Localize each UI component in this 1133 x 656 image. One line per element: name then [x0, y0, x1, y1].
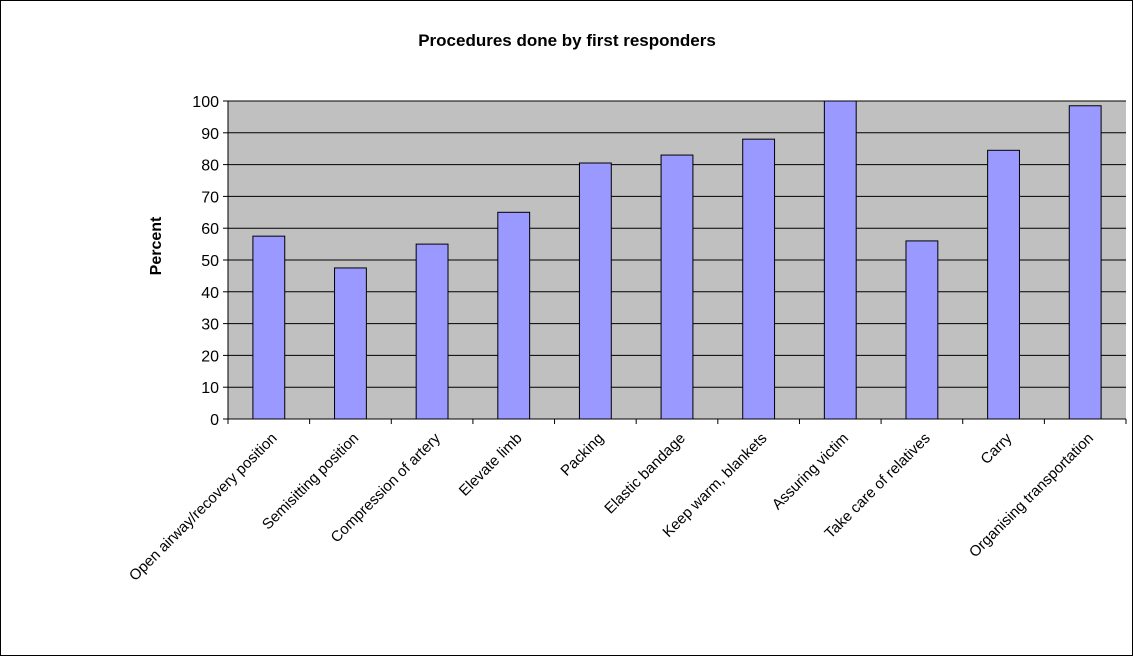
y-tick-label: 80 [201, 158, 219, 175]
y-axis-label: Percent [148, 216, 165, 275]
x-category-labels: Open airway/recovery positionSemisitting… [126, 429, 1097, 584]
x-category-label: Carry [977, 429, 1015, 467]
bar [252, 235, 286, 420]
y-tick-labels: 0 10 20 30 40 50 60 70 80 90 100 [192, 94, 219, 429]
bar [742, 138, 776, 420]
bar [334, 267, 367, 420]
y-tick-label: 0 [210, 412, 219, 429]
y-tick-label: 40 [201, 285, 219, 302]
bar [660, 154, 694, 420]
y-tick-label: 100 [192, 94, 219, 111]
x-category-label: Elevate limb [456, 430, 526, 500]
y-tick-label: 90 [201, 126, 219, 143]
y-tick-label: 50 [201, 253, 219, 270]
y-tick-label: 30 [201, 317, 219, 334]
y-tick-label: 60 [201, 221, 219, 238]
bar [823, 100, 857, 420]
bar [415, 243, 449, 420]
x-category-label: Assuring victim [769, 430, 852, 513]
bar [1068, 105, 1102, 420]
chart-title: Procedures done by first responders [418, 31, 716, 50]
x-category-label: Packing [557, 430, 607, 480]
x-category-label: Elastic bandage [601, 430, 689, 518]
bar [987, 149, 1020, 420]
bar [578, 162, 612, 420]
y-tick-label: 10 [201, 380, 219, 397]
y-tick-label: 70 [201, 189, 219, 206]
bars [252, 100, 1102, 420]
y-tick-label: 20 [201, 348, 219, 365]
bar [497, 211, 531, 420]
x-category-label: Open airway/recovery position [126, 430, 281, 585]
bar [905, 240, 939, 420]
axes [223, 100, 1127, 424]
